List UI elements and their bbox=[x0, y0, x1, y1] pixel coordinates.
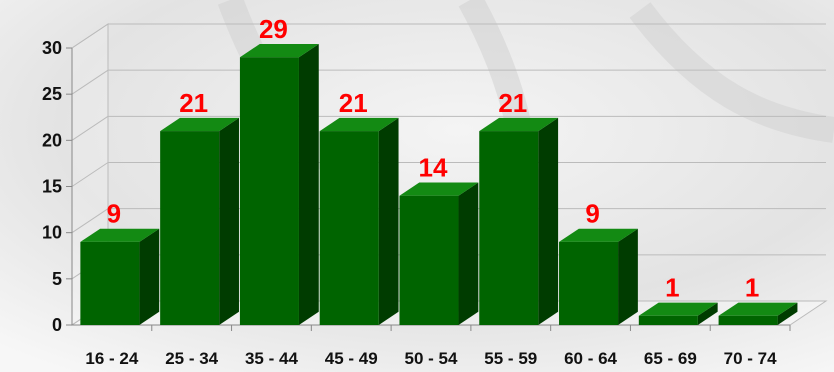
bar-top bbox=[559, 228, 638, 242]
y-tick-label: 10 bbox=[42, 223, 62, 243]
bar-front bbox=[80, 241, 140, 325]
x-tick-label: 55 - 59 bbox=[484, 349, 537, 368]
gridline-side bbox=[71, 162, 109, 187]
data-label: 21 bbox=[498, 88, 527, 118]
bar-side bbox=[697, 302, 718, 325]
bar bbox=[559, 228, 638, 325]
bar-front bbox=[718, 315, 778, 325]
bar-side bbox=[538, 117, 559, 326]
bar-side bbox=[458, 182, 479, 325]
bar-front bbox=[399, 195, 459, 325]
bar bbox=[160, 117, 239, 326]
bar bbox=[319, 117, 399, 326]
bar-front bbox=[319, 131, 379, 325]
gridline-side bbox=[71, 208, 109, 234]
data-label: 9 bbox=[585, 199, 599, 229]
bar bbox=[479, 117, 559, 326]
gridline-side bbox=[71, 115, 109, 141]
bar-front bbox=[638, 315, 698, 325]
bar bbox=[239, 44, 319, 326]
x-tick-label: 16 - 24 bbox=[85, 349, 138, 368]
bar bbox=[638, 302, 718, 325]
data-label: 1 bbox=[665, 273, 679, 303]
x-tick-label: 25 - 34 bbox=[165, 349, 218, 368]
bar-side bbox=[219, 117, 239, 326]
y-tick-label: 25 bbox=[42, 84, 62, 104]
data-label: 14 bbox=[419, 153, 448, 183]
x-tick-label: 60 - 64 bbox=[564, 349, 617, 368]
labels-layer: 9 21 29 21 14 21 9 1 1 bbox=[107, 14, 760, 303]
bar-front bbox=[239, 57, 299, 325]
bar-top bbox=[239, 44, 319, 58]
bar-side bbox=[139, 228, 160, 325]
bar-side bbox=[777, 302, 798, 325]
y-tick-label: 0 bbox=[52, 315, 62, 335]
gridline-side bbox=[71, 23, 109, 49]
bar bbox=[80, 228, 160, 325]
y-tick-label: 5 bbox=[52, 269, 62, 289]
data-label: 29 bbox=[259, 14, 288, 44]
bar-top bbox=[479, 117, 559, 132]
bar-front bbox=[479, 131, 539, 325]
bar-side bbox=[298, 44, 319, 326]
y-tick-label: 30 bbox=[42, 38, 62, 58]
x-tick-label: 70 - 74 bbox=[724, 349, 777, 368]
data-label: 21 bbox=[179, 88, 208, 118]
y-tick-label: 20 bbox=[42, 130, 62, 150]
bar-top bbox=[638, 302, 718, 316]
x-tick-label: 35 - 44 bbox=[245, 349, 298, 368]
bar-top bbox=[718, 302, 798, 316]
data-label: 9 bbox=[107, 199, 121, 229]
x-tick-label: 45 - 49 bbox=[325, 349, 378, 368]
axis-layer: 0 5 10 15 20 25 30 16 - 24 25 - 34 35 - 44 45 - 49… bbox=[42, 38, 791, 368]
bar-top bbox=[160, 117, 239, 132]
bar-top bbox=[80, 228, 160, 242]
bar-top bbox=[319, 117, 399, 132]
data-label: 21 bbox=[339, 88, 368, 118]
bar bbox=[399, 182, 479, 325]
bar-front bbox=[160, 131, 220, 325]
bar-front bbox=[559, 241, 619, 325]
x-tick-label: 50 - 54 bbox=[405, 349, 458, 368]
data-label: 1 bbox=[745, 273, 759, 303]
bar-side bbox=[378, 117, 399, 326]
bar-top bbox=[399, 182, 479, 196]
bar bbox=[718, 302, 798, 325]
bars-layer bbox=[80, 44, 798, 326]
bar-side bbox=[618, 228, 638, 325]
y-tick-label: 15 bbox=[42, 177, 62, 197]
x-tick-label: 65 - 69 bbox=[644, 349, 697, 368]
gridline-side bbox=[71, 69, 109, 95]
